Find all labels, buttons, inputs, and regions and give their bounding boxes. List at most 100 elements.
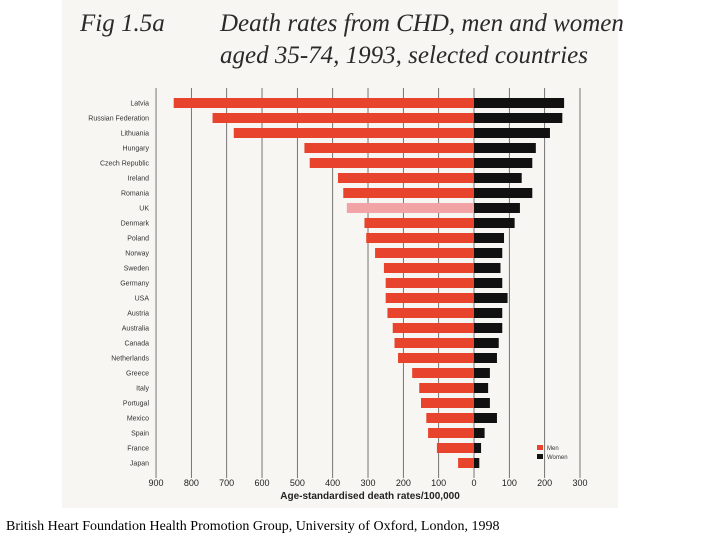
bar-women-france [474,443,482,453]
x-tick-label-men: 900 [149,478,164,488]
bar-men-canada [394,338,474,348]
category-label: Australia [122,326,149,333]
bar-women-portugal [474,398,490,408]
bar-women-italy [474,383,489,393]
bar-women-netherlands [474,353,497,363]
bar-women-poland [474,233,505,243]
bar-men-romania [343,188,474,198]
bar-men-sweden [383,263,474,273]
bar-men-netherlands [398,353,474,363]
x-tick-label-women: 100 [502,478,517,488]
category-label: Portugal [123,401,150,408]
bar-women-canada [474,338,499,348]
category-label: Hungary [123,146,150,153]
bar-men-australia [392,323,474,333]
bar-women-norway [474,248,503,258]
x-axis-title: Age-standardised death rates/100,000 [280,491,460,502]
bar-men-uk [346,203,474,213]
bar-women-russian-federation [474,113,563,123]
bar-men-germany [385,278,474,288]
bar-women-lithuania [474,128,550,138]
bar-women-latvia [474,98,565,108]
category-label: Sweden [124,266,149,273]
category-label: Mexico [127,416,149,423]
category-label: Lithuania [121,131,150,138]
bar-women-japan [474,458,480,468]
bar-men-latvia [173,98,474,108]
bar-men-norway [375,248,474,258]
category-label: Poland [127,236,149,243]
bar-men-ireland [337,173,474,183]
bar-men-lithuania [233,128,474,138]
bar-men-japan [458,458,474,468]
bar-women-denmark [474,218,515,228]
x-tick-label-women: 0 [471,478,476,488]
x-tick-label-men: 300 [360,478,375,488]
bar-men-italy [419,383,474,393]
bar-men-france [436,443,474,453]
x-tick-label-men: 500 [290,478,305,488]
bar-women-usa [474,293,508,303]
legend-label-women: Women [547,455,568,461]
bar-women-czech-republic [474,158,533,168]
legend-swatch-women [537,454,543,459]
bar-men-greece [412,368,474,378]
bar-women-hungary [474,143,536,153]
figure-number: Fig 1.5a [80,10,165,37]
figure-panel [62,0,618,508]
bar-women-sweden [474,263,501,273]
bar-men-poland [366,233,474,243]
category-label: Germany [120,281,149,288]
category-label: Canada [124,341,149,348]
legend-swatch-men [537,445,543,450]
x-tick-label-men: 800 [184,478,199,488]
bar-women-greece [474,368,490,378]
x-tick-label-women: 300 [572,478,587,488]
bar-women-ireland [474,173,522,183]
category-label: Romania [121,191,149,198]
category-label: Spain [131,431,149,438]
category-label: UK [139,206,149,213]
category-label: Denmark [121,221,150,228]
x-tick-label-men: 600 [255,478,270,488]
bar-men-czech-republic [309,158,474,168]
bar-men-portugal [421,398,474,408]
bar-women-romania [474,188,533,198]
category-label: Norway [125,251,149,258]
category-label: Ireland [128,176,150,183]
category-label: France [127,446,149,453]
category-label: Greece [126,371,149,378]
bar-men-denmark [364,218,474,228]
x-tick-label-men: 100 [431,478,446,488]
chart-title-line-2: aged 35-74, 1993, selected countries [220,42,588,69]
chart-title-line-1: Death rates from CHD, men and women [220,10,624,37]
bar-women-australia [474,323,503,333]
x-tick-label-women: 200 [537,478,552,488]
bar-women-spain [474,428,485,438]
bar-men-russian-federation [212,113,475,123]
category-label: Austria [127,311,149,318]
category-label: Czech Republic [100,161,150,168]
bar-men-usa [385,293,474,303]
category-label: Russian Federation [88,116,149,123]
x-tick-label-men: 400 [325,478,340,488]
bar-men-austria [387,308,474,318]
bar-men-hungary [304,143,474,153]
category-label: Japan [130,461,149,468]
category-label: Italy [136,386,149,393]
bar-women-germany [474,278,503,288]
x-tick-label-men: 700 [219,478,234,488]
category-label: Latvia [130,101,149,108]
x-tick-label-men: 200 [396,478,411,488]
bar-women-uk [474,203,520,213]
legend-label-men: Men [547,446,559,452]
bar-women-mexico [474,413,497,423]
bar-men-mexico [426,413,474,423]
source-caption: British Heart Foundation Health Promotio… [6,519,500,534]
category-label: USA [135,296,150,303]
bar-women-austria [474,308,503,318]
category-label: Netherlands [111,356,149,363]
bar-men-spain [428,428,474,438]
